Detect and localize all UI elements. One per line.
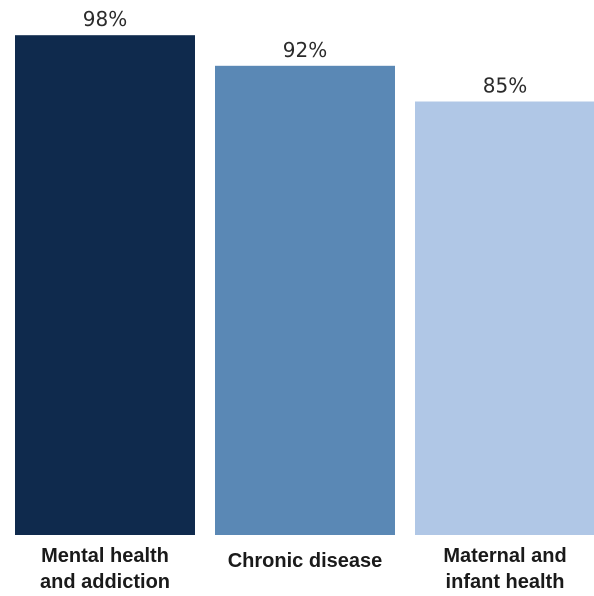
value-label-1: 98%	[83, 7, 127, 31]
bar-2	[215, 65, 395, 536]
category-label-1-line-1: Mental health	[41, 545, 169, 567]
bar-3	[415, 101, 594, 535]
category-label-3-line-2: infant health	[446, 571, 565, 593]
bars-group	[15, 35, 594, 536]
value-label-3: 85%	[483, 74, 527, 98]
category-labels-group: Mental health and addiction Chronic diseas…	[40, 545, 567, 593]
category-label-3-line-1: Maternal and	[443, 545, 566, 567]
category-label-1-line-2: and addiction	[40, 571, 170, 593]
bar-1	[15, 35, 195, 535]
value-label-2: 92%	[283, 38, 327, 62]
value-labels-group: 98% 92% 85%	[83, 7, 527, 97]
category-label-2: Chronic disease	[228, 550, 383, 572]
